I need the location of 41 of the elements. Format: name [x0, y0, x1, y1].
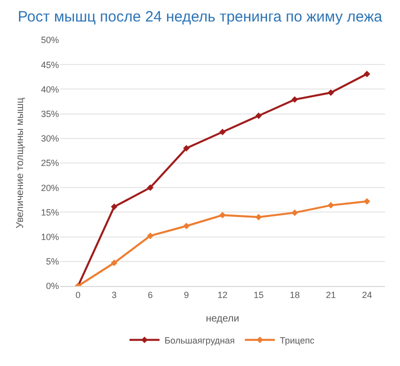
y-tick-label: 25%	[40, 158, 59, 168]
legend-label: Трицепс	[280, 335, 315, 346]
x-tick-label: 12	[217, 290, 228, 300]
point	[291, 209, 298, 216]
point	[147, 184, 154, 191]
x-tick-label: 21	[326, 290, 336, 300]
point	[110, 204, 118, 210]
chart-title: Рост мышц после 24 недель тренинга по жиму лежа	[18, 8, 383, 26]
point	[364, 70, 370, 78]
x-tick-label: 15	[254, 290, 264, 300]
point	[183, 144, 190, 152]
point	[183, 222, 190, 230]
y-tick-label: 30%	[40, 134, 59, 144]
point	[110, 260, 118, 266]
x-tick-label: 6	[148, 290, 153, 300]
y-tick-label: 40%	[40, 84, 59, 94]
point	[255, 112, 262, 120]
y-tick-label: 15%	[40, 207, 59, 218]
legend-label: Большаягрудная	[164, 335, 235, 346]
x-tick-label: 0	[76, 290, 81, 300]
y-axis-title: Увеличение толщины мышц	[14, 97, 26, 228]
point	[291, 96, 298, 103]
y-tick-label: 35%	[40, 108, 59, 119]
y-tick-label: 10%	[40, 232, 59, 242]
point	[364, 198, 370, 205]
point	[219, 212, 226, 218]
x-tick-label: 9	[184, 290, 189, 300]
y-tick-label: 0%	[46, 281, 59, 292]
point	[147, 232, 154, 240]
y-tick-label: 50%	[40, 35, 59, 46]
x-tick-label: 18	[290, 290, 300, 300]
point	[328, 202, 334, 209]
point	[219, 128, 226, 136]
y-tick-label: 5%	[46, 256, 59, 267]
point	[255, 214, 262, 220]
x-axis-title: недели	[206, 313, 240, 324]
y-tick-label: 20%	[40, 182, 59, 193]
y-tick-label: 45%	[40, 60, 59, 70]
x-tick-label: 24	[362, 290, 372, 300]
x-tick-label: 3	[112, 290, 117, 300]
point	[328, 89, 334, 96]
